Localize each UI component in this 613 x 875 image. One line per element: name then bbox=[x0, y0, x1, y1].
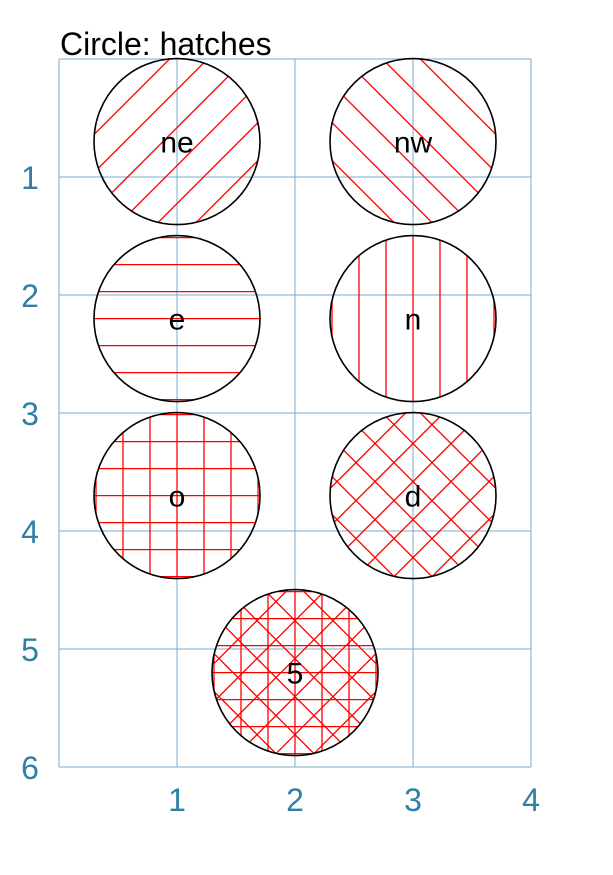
hatch-line bbox=[94, 154, 260, 225]
circle-outline bbox=[329, 57, 497, 226]
hatch-line bbox=[330, 58, 496, 140]
circle-label: nw bbox=[394, 127, 433, 160]
hatch-line bbox=[330, 116, 496, 225]
circle-outline bbox=[211, 588, 379, 757]
hatch-line bbox=[330, 154, 496, 225]
y-tick-label: 6 bbox=[21, 750, 39, 786]
circle-group: ne nw e n o d 5 bbox=[93, 57, 497, 757]
hatch-line bbox=[212, 647, 378, 756]
hatch-line bbox=[330, 58, 496, 178]
hatch-line bbox=[94, 116, 260, 225]
hatch-line bbox=[94, 58, 260, 178]
hatch-circle-n: n bbox=[329, 234, 497, 403]
hatch-line bbox=[212, 589, 378, 671]
hatch-line bbox=[212, 685, 378, 756]
circle-outline bbox=[329, 234, 497, 403]
hatch-line bbox=[330, 508, 496, 579]
circle-label: ne bbox=[160, 127, 193, 160]
x-tick-label: 2 bbox=[286, 782, 304, 818]
circle-label: 5 bbox=[287, 658, 304, 691]
circle-outline bbox=[93, 411, 261, 580]
hatch-line bbox=[94, 58, 260, 140]
circle-label: o bbox=[169, 481, 186, 514]
circle-outline bbox=[93, 57, 261, 226]
hatch-line bbox=[212, 589, 378, 709]
hatch-line bbox=[330, 470, 496, 579]
circle-label: e bbox=[169, 304, 186, 337]
circle-label: n bbox=[405, 304, 422, 337]
x-tick-label: 4 bbox=[522, 782, 540, 818]
hatch-line bbox=[330, 58, 496, 64]
hatch-line bbox=[212, 589, 378, 671]
hatch-line bbox=[212, 685, 378, 756]
hatch-line bbox=[330, 412, 496, 532]
circle-outline bbox=[93, 234, 261, 403]
y-tick-label: 4 bbox=[21, 514, 39, 550]
circle-label: d bbox=[405, 481, 422, 514]
circle-outline bbox=[329, 411, 497, 580]
x-tick-label: 1 bbox=[168, 782, 186, 818]
y-tick-label: 2 bbox=[21, 278, 39, 314]
hatch-line bbox=[330, 412, 496, 494]
y-tick-label: 1 bbox=[21, 160, 39, 196]
y-tick-labels: 1 2 3 4 5 6 bbox=[21, 160, 39, 786]
hatch-line bbox=[330, 508, 496, 579]
hatch-pattern-n bbox=[331, 235, 495, 402]
x-tick-label: 3 bbox=[404, 782, 422, 818]
diagram-title: Circle: hatches bbox=[60, 26, 272, 62]
y-tick-label: 3 bbox=[21, 396, 39, 432]
hatch-line bbox=[330, 412, 496, 494]
hatch-line bbox=[94, 58, 260, 64]
y-tick-label: 5 bbox=[21, 632, 39, 668]
x-tick-labels: 1 2 3 4 bbox=[168, 782, 540, 818]
